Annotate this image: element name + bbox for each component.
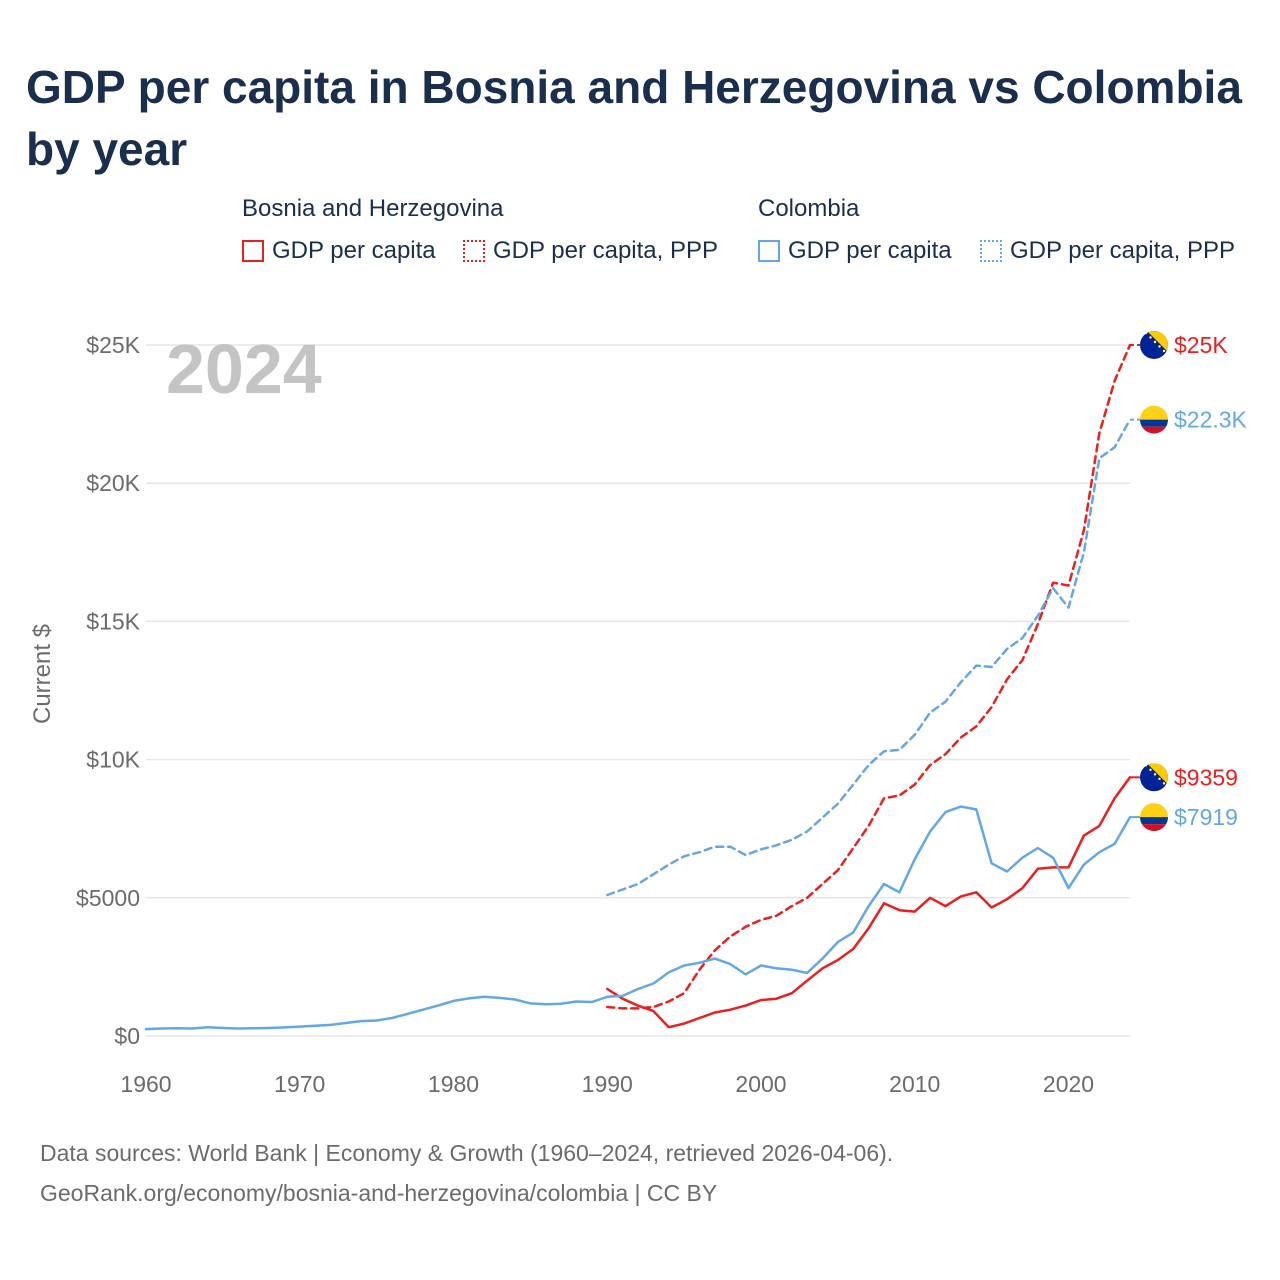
end-value-label: $22.3K — [1174, 407, 1248, 433]
legend-item-colombia-ppp[interactable]: GDP per capita, PPP — [980, 236, 1235, 266]
axes: $0 $5000 $10K $15K $20K $25K 1960 1970 1980 1990 2… — [76, 332, 1094, 1097]
y-axis-label: Current $ — [29, 624, 56, 724]
series-line — [144, 805, 1132, 1031]
legend-item-bosnia-ppp[interactable]: GDP per capita, PPP — [463, 236, 718, 266]
end-labels: $9359 $25K $7919 $22.3K — [1130, 331, 1248, 832]
bosnia-flag-icon — [1140, 763, 1168, 792]
bosnia-flag-icon — [1140, 331, 1168, 359]
x-tick-label: 1970 — [274, 1071, 325, 1097]
x-tick-label: 1960 — [120, 1071, 171, 1097]
legend-label: GDP per capita, PPP — [1010, 237, 1235, 264]
end-value-label: $9359 — [1174, 764, 1238, 790]
legend-label: GDP per capita, PPP — [493, 237, 718, 264]
colombia-flag-icon — [1140, 405, 1168, 434]
legend-group-colombia: Colombia — [758, 195, 860, 222]
legend-label: GDP per capita — [788, 237, 952, 264]
year-overlay: 2024 — [166, 330, 322, 408]
legend-group-bosnia: Bosnia and Herzegovina — [242, 195, 504, 222]
legend-swatch-dotted-blue — [980, 240, 1002, 262]
end-value-label: $7919 — [1174, 804, 1238, 830]
x-tick-label: 1980 — [428, 1071, 479, 1097]
legend-label: GDP per capita — [272, 237, 436, 264]
x-tick-label: 2010 — [889, 1071, 940, 1097]
legend-swatch-dotted-red — [463, 240, 485, 262]
x-tick-label: 2000 — [735, 1071, 786, 1097]
legend-swatch-solid-blue — [758, 240, 780, 262]
y-tick-label: $25K — [86, 332, 140, 358]
colombia-flag-icon — [1140, 803, 1168, 832]
legend-swatch-solid-red — [242, 240, 264, 262]
grid — [146, 344, 1130, 1037]
series-line — [606, 776, 1132, 1029]
y-tick-label: $5000 — [76, 885, 140, 911]
sources-line-2[interactable]: GeoRank.org/economy/bosnia-and-herzegovi… — [40, 1180, 718, 1206]
page-title: GDP per capita in Bosnia and Herzegovina… — [26, 61, 1242, 175]
legend-item-bosnia-gdp[interactable]: GDP per capita — [242, 236, 436, 266]
y-tick-label: $15K — [86, 608, 140, 634]
series-line — [606, 343, 1132, 1010]
sources-line-1: Data sources: World Bank | Economy & Gro… — [40, 1140, 894, 1166]
x-tick-label: 1990 — [582, 1071, 633, 1097]
y-tick-label: $10K — [86, 747, 140, 773]
y-tick-label: $0 — [114, 1023, 140, 1049]
series — [144, 343, 1132, 1031]
x-tick-label: 2020 — [1043, 1071, 1094, 1097]
legend-item-colombia-gdp[interactable]: GDP per capita — [758, 236, 952, 266]
end-value-label: $25K — [1174, 332, 1228, 358]
series-line — [606, 418, 1132, 897]
y-tick-label: $20K — [86, 470, 140, 496]
